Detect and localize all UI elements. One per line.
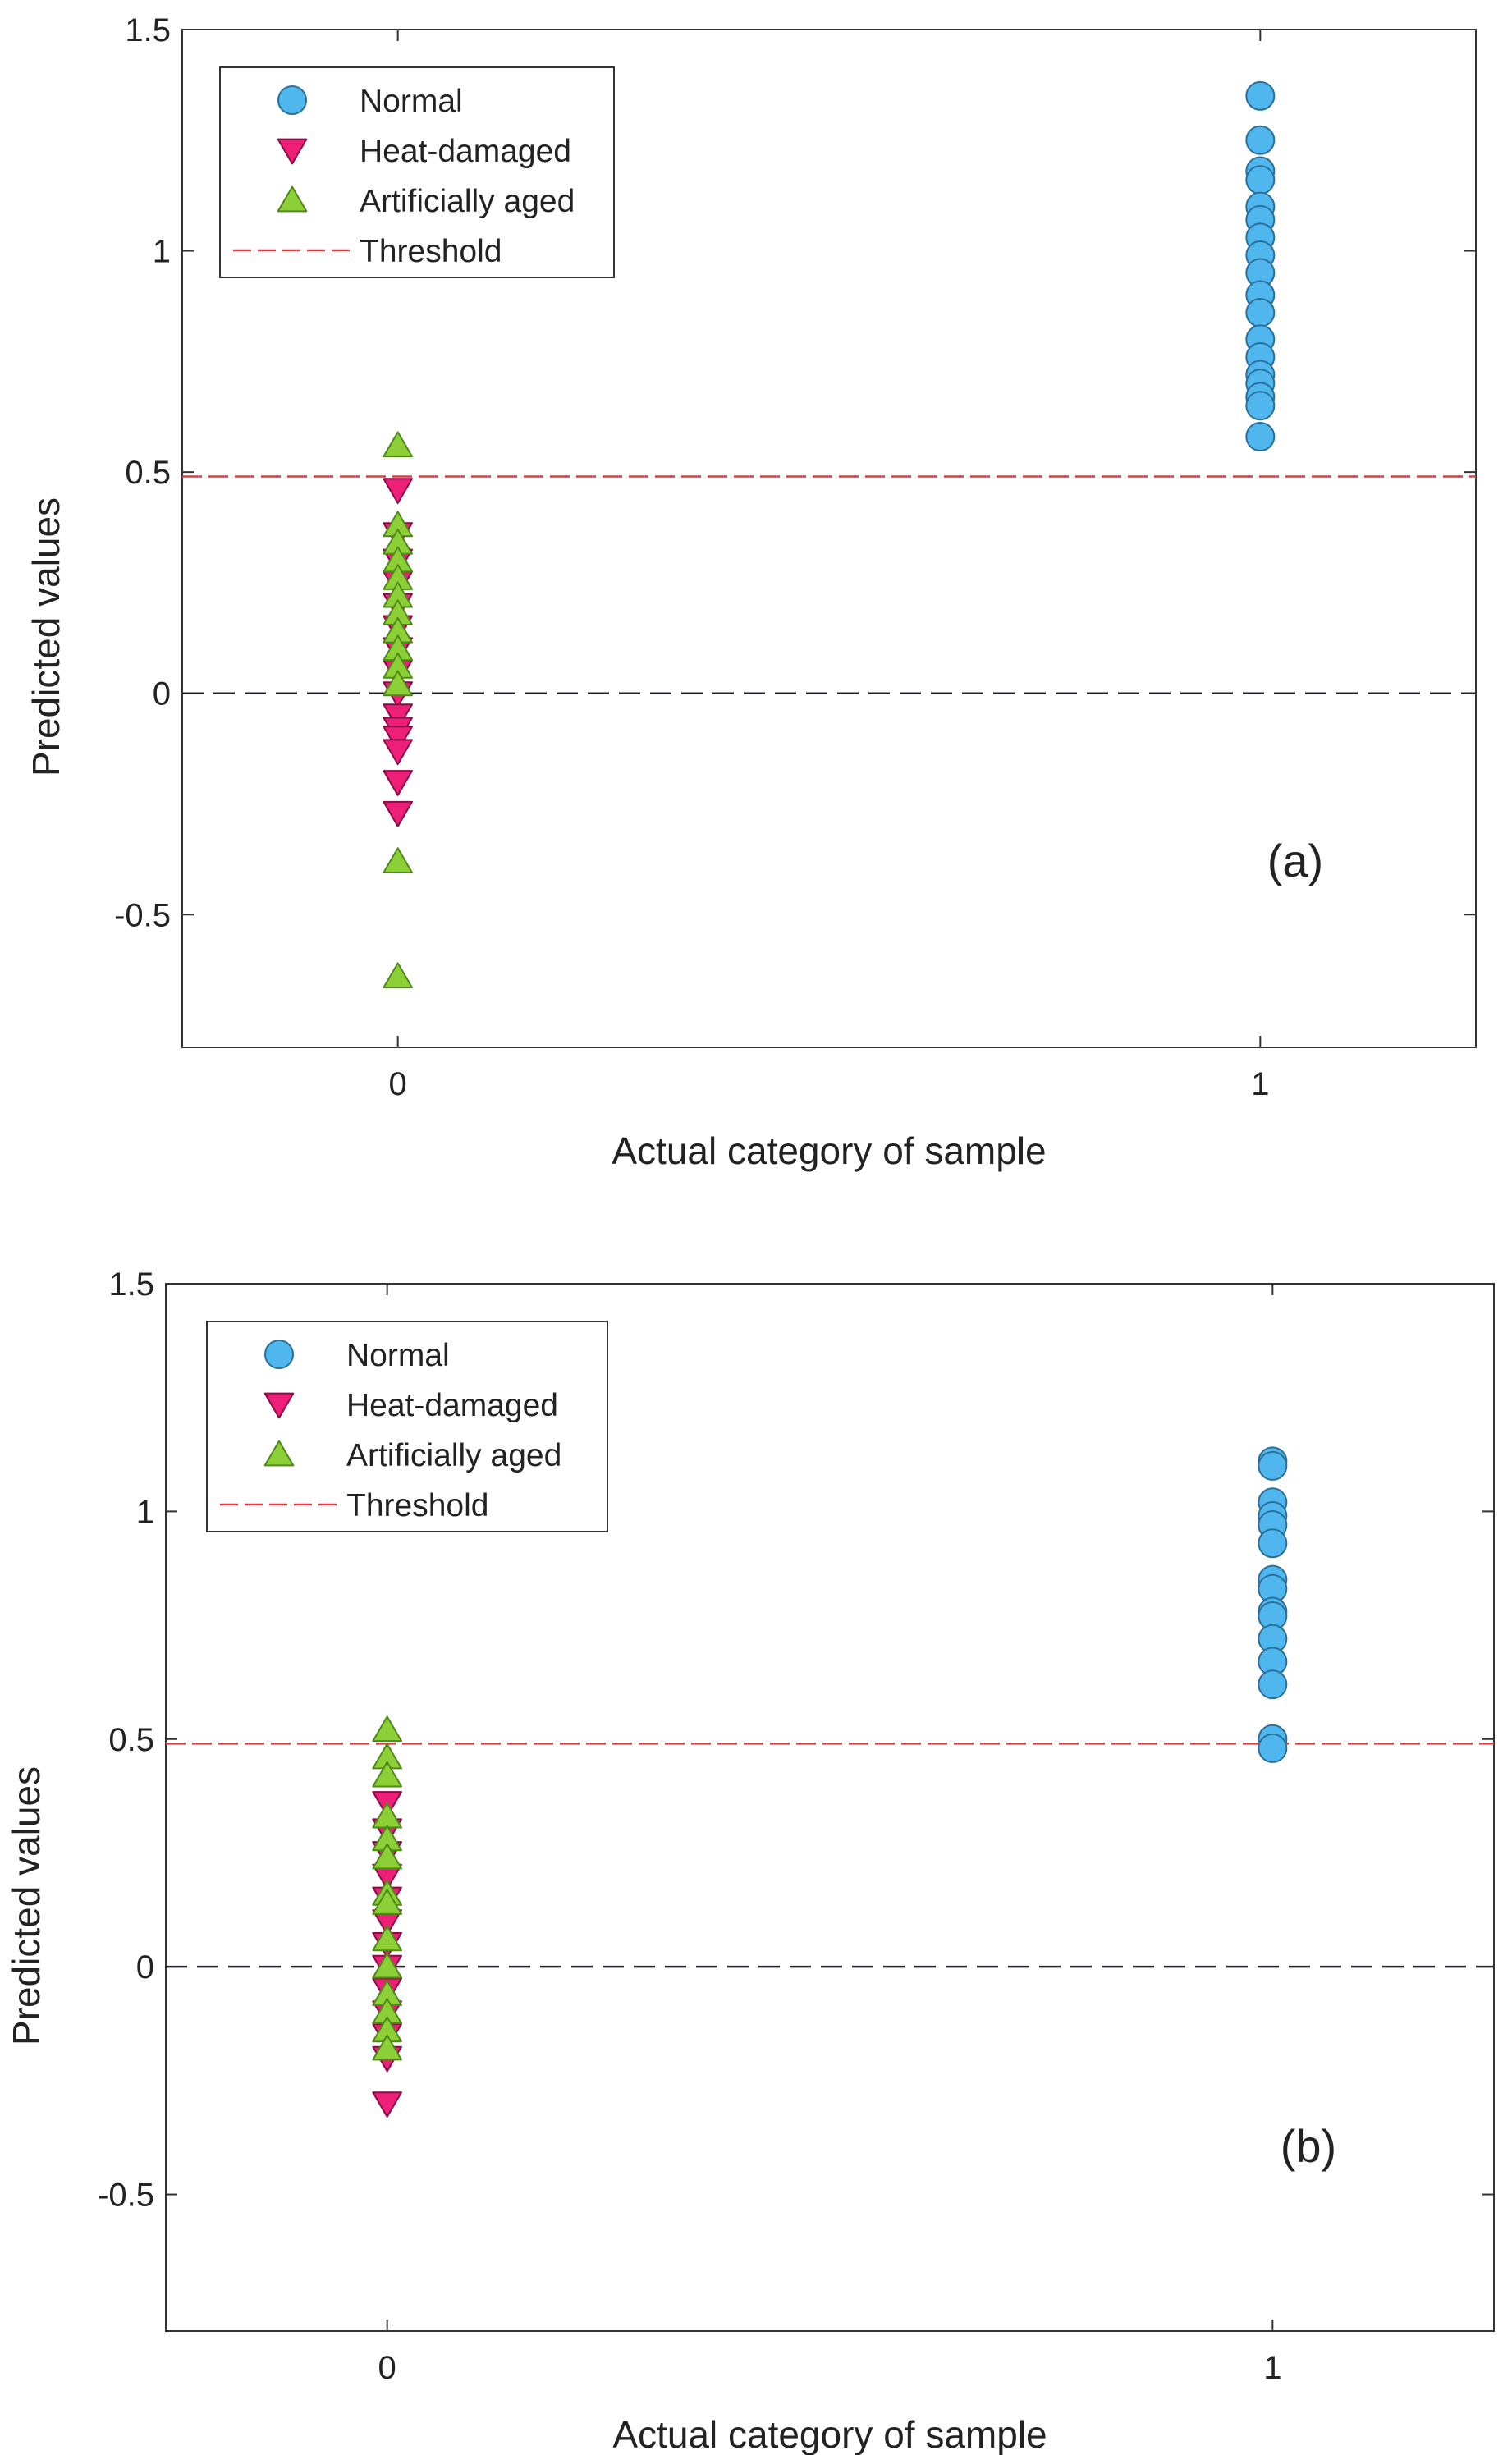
y-tick-label: -0.5: [98, 2178, 154, 2214]
data-point: [383, 670, 414, 697]
x-axis-label: Actual category of sample: [612, 1129, 1046, 1172]
legend: Normal Heat-damaged Artificially aged Thres…: [206, 1321, 608, 1532]
data-point: [372, 1952, 403, 1979]
data-point: [1258, 1450, 1288, 1481]
data-point: [372, 1925, 403, 1952]
y-tick-label: 0: [153, 676, 171, 712]
data-point: [372, 2034, 403, 2061]
panel-label: (a): [1267, 835, 1323, 886]
x-tick-label: 1: [1251, 1066, 1269, 1102]
y-tick-label: 0: [136, 1949, 154, 1986]
x-tick-label: 0: [389, 1066, 407, 1102]
data-point: [383, 726, 414, 752]
series-normal: [1258, 1446, 1288, 1763]
y-axis-label: Predicted values: [5, 1766, 48, 2045]
legend-label: Artificially aged: [360, 184, 575, 219]
data-point: [383, 478, 414, 505]
legend-marker-normal: [277, 85, 307, 115]
data-point: [1258, 1528, 1288, 1559]
y-tick-label: 1: [153, 234, 171, 270]
y-tick-label: -0.5: [114, 897, 171, 933]
series-artificially-aged: [383, 431, 414, 989]
data-point: [1245, 298, 1276, 328]
data-point: [1245, 391, 1276, 421]
data-point: [372, 1889, 403, 1915]
data-point: [1245, 125, 1276, 155]
x-tick-label: 1: [1263, 2350, 1281, 2386]
legend-marker-artificially-aged: [277, 185, 308, 213]
data-point: [383, 962, 414, 989]
legend-label: Artificially aged: [346, 1438, 561, 1473]
x-axis-label: Actual category of sample: [612, 2413, 1047, 2455]
y-tick-label: 1: [136, 1494, 154, 1530]
legend-label: Threshold: [346, 1488, 488, 1523]
data-point: [372, 2091, 403, 2118]
data-point: [1258, 1733, 1288, 1763]
data-point: [383, 703, 414, 731]
y-tick-label: 0.5: [108, 1722, 154, 1758]
y-axis-label: Predicted values: [25, 497, 67, 776]
legend-label: Heat-damaged: [360, 134, 571, 169]
data-point: [383, 431, 414, 458]
chart-panel-a: -0.5 0 0.5 1 1.5 0 1 Normal Heat-damaged Artifici…: [25, 12, 1477, 1172]
series-artificially-aged: [372, 1715, 403, 2061]
legend-label: Normal: [360, 84, 463, 119]
legend-marker-heat-damaged: [277, 138, 308, 165]
data-point: [1258, 1669, 1288, 1700]
legend-marker-normal: [264, 1340, 294, 1369]
data-point: [383, 739, 414, 766]
data-point: [372, 1761, 403, 1788]
panel-label: (b): [1281, 2120, 1336, 2172]
chart-panel-b: -0.5 0 0.5 1 1.5 0 1 Normal Heat-damaged Artifici…: [5, 1266, 1495, 2455]
data-point: [1245, 80, 1276, 111]
y-tick-label: 0.5: [125, 455, 171, 491]
legend: Normal Heat-damaged Artificially aged Thres…: [219, 66, 615, 278]
data-point: [1245, 165, 1276, 195]
data-point: [383, 847, 414, 873]
data-point: [372, 1843, 403, 1870]
x-tick-label: 0: [378, 2350, 396, 2386]
data-point: [1245, 422, 1276, 451]
data-point: [383, 770, 414, 796]
data-point: [383, 800, 414, 827]
legend-marker-artificially-aged: [263, 1440, 295, 1467]
legend-marker-heat-damaged: [263, 1392, 295, 1419]
legend-label: Threshold: [360, 234, 502, 269]
legend-label: Normal: [346, 1338, 450, 1373]
legend-label: Heat-damaged: [346, 1388, 558, 1423]
y-tick-label: 1.5: [108, 1266, 154, 1303]
series-normal: [1245, 80, 1276, 451]
data-point: [372, 1715, 403, 1743]
y-tick-label: 1.5: [125, 12, 171, 48]
